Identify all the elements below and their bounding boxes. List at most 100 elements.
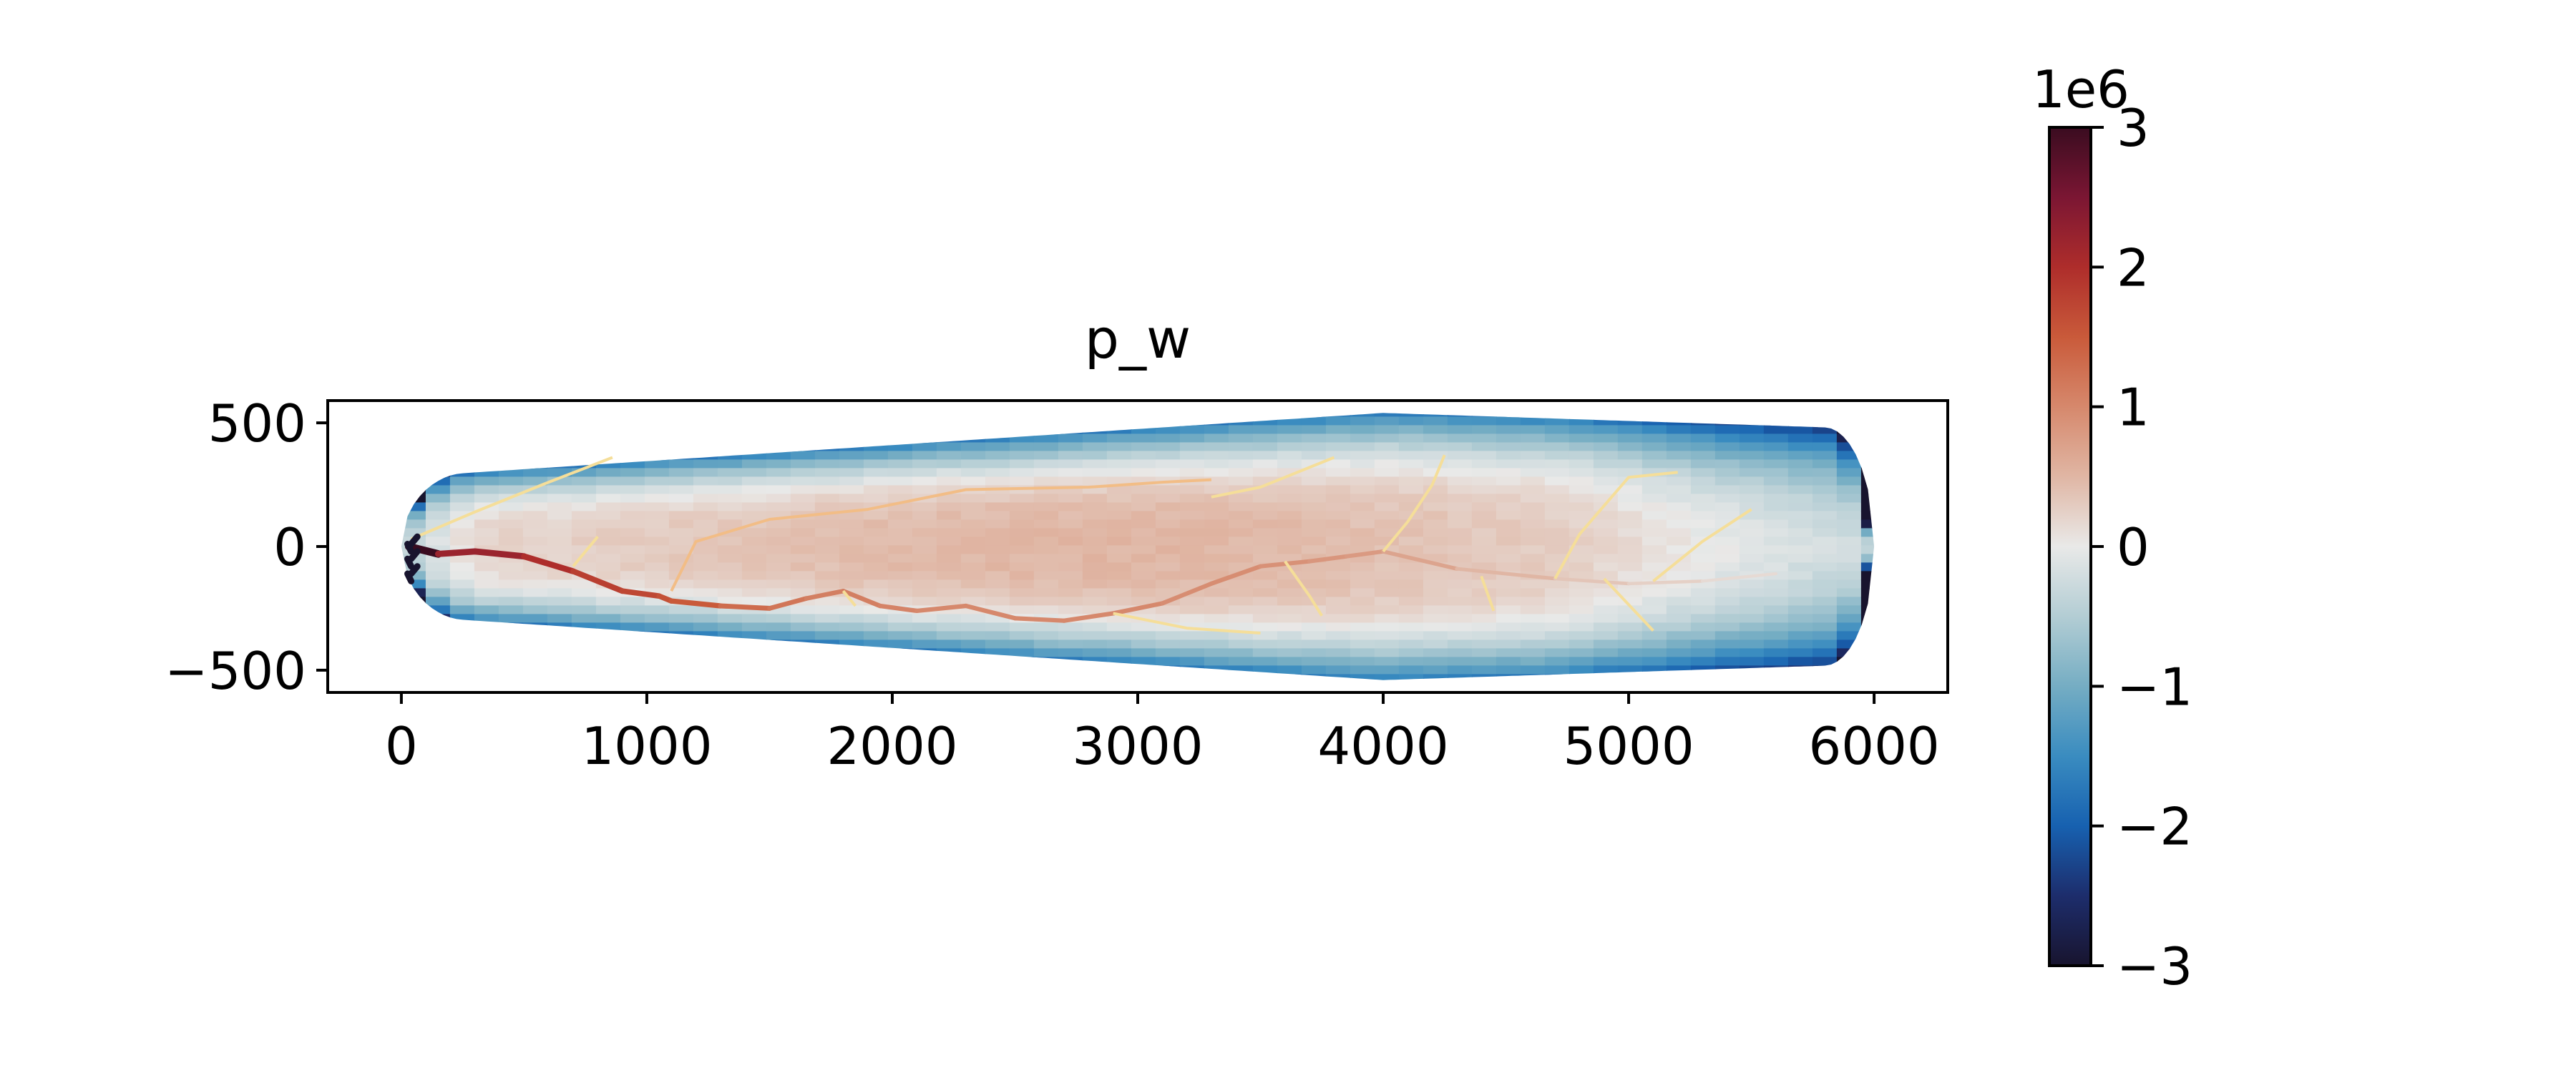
field-cell (1617, 502, 1643, 512)
field-cell (960, 579, 986, 589)
field-cell (1763, 554, 1789, 564)
x-tick-label: 3000 (1072, 716, 1203, 776)
field-cell (595, 657, 621, 667)
field-cell (814, 605, 840, 615)
field-cell (474, 425, 499, 435)
field-cell (522, 605, 548, 615)
field-cell (693, 631, 718, 641)
field-cell (1593, 519, 1619, 529)
field-cell (620, 597, 645, 607)
field-cell (1350, 485, 1375, 495)
field-cell (1277, 648, 1302, 658)
outlet-channel (404, 570, 415, 584)
field-cell (790, 476, 816, 486)
field-cell (985, 476, 1010, 486)
field-cell (1106, 588, 1132, 598)
field-cell (1277, 622, 1302, 632)
field-cell (1423, 631, 1448, 641)
field-cell (790, 442, 816, 452)
field-cell (1033, 657, 1059, 667)
field-cell (1836, 545, 1862, 555)
field-cell (425, 476, 451, 486)
field-cell (1350, 413, 1375, 418)
field-cell (717, 545, 743, 555)
field-cell (1812, 631, 1838, 641)
field-cell (960, 528, 986, 538)
field-cell (1714, 605, 1740, 615)
field-cell (1787, 485, 1813, 495)
field-cell (814, 413, 840, 418)
field-cell (1739, 614, 1765, 624)
field-cell (1106, 451, 1132, 461)
field-cell (1058, 631, 1083, 641)
field-cell (912, 511, 937, 521)
field-cell (1471, 614, 1497, 624)
x-tick-label: 1000 (581, 716, 712, 776)
field-cell (1423, 648, 1448, 658)
field-cell (644, 528, 670, 538)
field-cell (814, 433, 840, 444)
field-cell (1520, 416, 1546, 426)
main-channel-segment (1160, 581, 1214, 606)
field-cell (1496, 442, 1521, 452)
field-cell (1812, 425, 1838, 435)
field-cell (863, 622, 889, 632)
field-cell (1690, 640, 1716, 650)
field-cell (1423, 605, 1448, 615)
field-cell (1496, 485, 1521, 495)
field-cell (790, 485, 816, 495)
field-cell (449, 485, 475, 495)
field-cell (1374, 579, 1400, 589)
field-cell (571, 665, 597, 675)
field-cell (1739, 425, 1765, 435)
field-cell (1860, 674, 1875, 680)
field-cell (1714, 631, 1740, 641)
field-cell (1641, 528, 1667, 538)
field-cell (1228, 413, 1254, 418)
field-cell (522, 631, 548, 641)
field-cell (1325, 674, 1351, 680)
field-cell (449, 605, 475, 615)
field-cell (1179, 571, 1205, 581)
field-cell (620, 614, 645, 624)
field-cell (1641, 536, 1667, 547)
field-cell (1690, 433, 1716, 444)
field-cell (1058, 657, 1083, 667)
field-cell (1252, 459, 1278, 469)
field-cell (668, 571, 694, 581)
field-cell (450, 682, 475, 692)
field-cell (1301, 545, 1327, 555)
main-channel-segment (914, 603, 969, 614)
field-cell (1155, 648, 1181, 658)
field-cell (1496, 413, 1521, 418)
field-cell (425, 640, 451, 650)
field-cell (1106, 433, 1132, 444)
field-cell (571, 502, 597, 512)
field-cell (985, 597, 1010, 607)
field-cell (1471, 485, 1497, 495)
field-cell (1082, 416, 1108, 426)
main-channel-segment (877, 603, 919, 614)
field-cell (766, 485, 791, 495)
field-cell (1155, 665, 1181, 675)
field-cell (1277, 494, 1302, 504)
field-cell (1009, 674, 1035, 680)
field-cell (766, 519, 791, 529)
field-cell (1009, 459, 1035, 469)
field-cell (1179, 502, 1205, 512)
field-cell (1447, 536, 1473, 547)
field-cell (1350, 640, 1375, 650)
field-cell (717, 425, 743, 435)
field-cell (1471, 588, 1497, 598)
field-cell (449, 468, 475, 478)
field-cell (1715, 682, 1740, 692)
field-cell (839, 562, 864, 572)
field-cell (863, 640, 889, 650)
field-cell (1472, 682, 1497, 692)
field-cell (1787, 640, 1813, 650)
field-cell (887, 528, 913, 538)
field-cell (644, 519, 670, 529)
field-cell (1739, 451, 1765, 461)
field-cell (1033, 459, 1059, 469)
main-channel-segment (1209, 564, 1263, 586)
